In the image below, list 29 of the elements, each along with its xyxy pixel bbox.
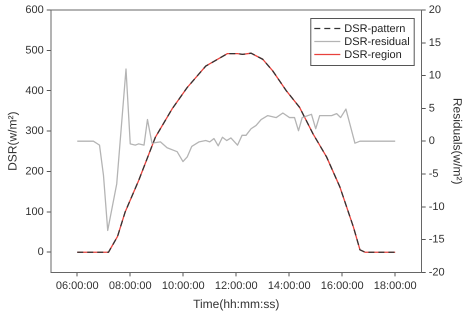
y-tick-label: 500 (25, 44, 44, 56)
y2-tick-label: -20 (428, 266, 445, 278)
x-tick-label: 14:00:00 (268, 280, 311, 292)
y2-tick-label: 0 (428, 135, 435, 148)
y2-tick-label: 20 (428, 4, 441, 16)
y-tick-label: 600 (25, 4, 44, 16)
y-tick-label: 100 (25, 206, 44, 218)
y2-axis-title: Residuals(w/m²) (450, 98, 464, 185)
legend-label: DSR-residual (344, 36, 410, 48)
y-tick-label: 0 (38, 246, 44, 258)
y2-tick-label: 15 (428, 36, 441, 49)
y2-tick-label: 5 (428, 102, 435, 114)
y-tick-label: 200 (25, 166, 44, 178)
x-tick-label: 12:00:00 (214, 280, 258, 292)
y2-tick-label: -15 (428, 234, 445, 246)
y-tick-label: 400 (25, 84, 44, 97)
x-axis-title: Time(hh:mm:ss) (193, 297, 280, 312)
legend-label: DSR-pattern (344, 23, 406, 36)
x-tick-label: 08:00:00 (108, 280, 152, 292)
x-tick-label: 06:00:00 (56, 280, 99, 292)
y-tick-label: 300 (25, 125, 44, 138)
y2-tick-label: -5 (428, 168, 438, 180)
x-tick-label: 16:00:00 (320, 280, 364, 292)
legend-label: DSR-region (344, 49, 402, 62)
x-tick-label: 18:00:00 (374, 280, 417, 292)
y-axis-title: DSR(w/m²) (6, 112, 20, 171)
y2-tick-label: 10 (428, 70, 441, 82)
y2-tick-label: -10 (428, 200, 445, 213)
x-tick-label: 10:00:00 (162, 280, 205, 292)
